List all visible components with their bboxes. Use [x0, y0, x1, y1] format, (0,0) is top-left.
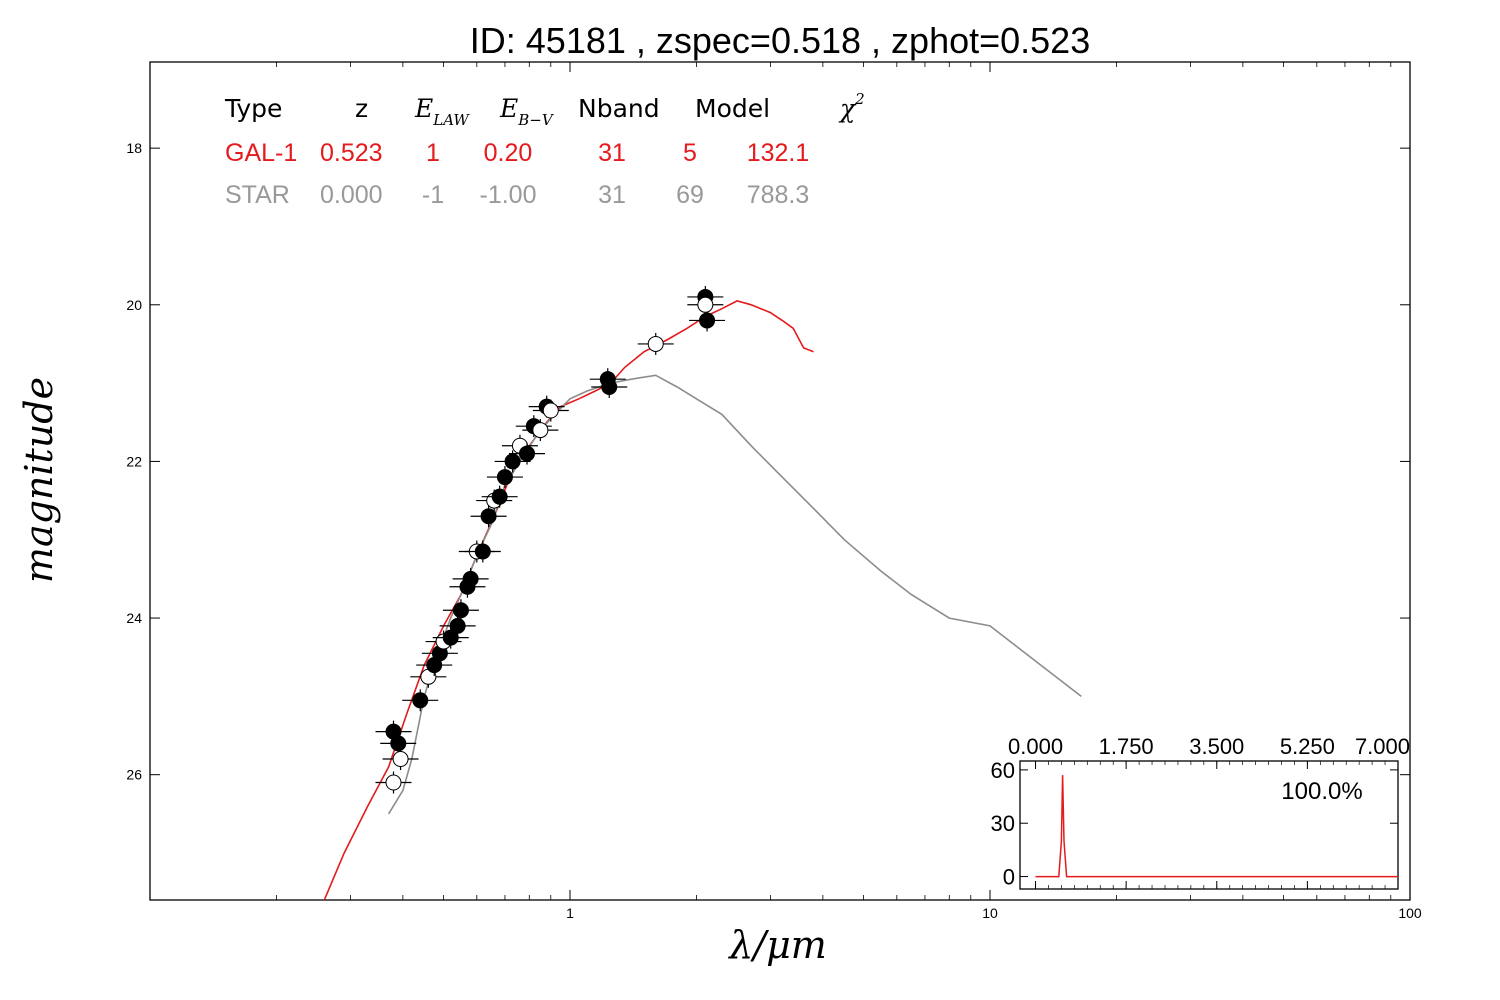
- inset-x-tick-label: 5.250: [1280, 734, 1335, 759]
- x-tick-label: 10: [982, 905, 998, 921]
- photometry-point: [474, 543, 491, 560]
- table-cell-gal-2: 1: [426, 139, 440, 167]
- photometry-point: [504, 453, 521, 470]
- main-plot-frame: [149, 61, 1411, 901]
- header-elaw: ELAW: [414, 94, 470, 129]
- table-cell-star-5: 69: [676, 181, 704, 209]
- inset-y-tick-label: 30: [991, 811, 1015, 836]
- table-cell-star-1: 0.000: [320, 181, 383, 209]
- series-line-gal-1: [323, 300, 814, 901]
- photometry-point: [496, 469, 513, 486]
- table-cell-star-0: STAR: [225, 181, 290, 209]
- inset-x-tick-label: 1.750: [1099, 734, 1154, 759]
- photometry-point: [697, 296, 714, 313]
- table-cell-gal-0: GAL-1: [225, 139, 297, 167]
- photometry-point: [452, 602, 469, 619]
- table-cell-star-3: -1.00: [480, 181, 537, 209]
- inset-pdz-series: [1035, 775, 1398, 878]
- inset-y-tick-label: 0: [1003, 865, 1015, 890]
- table-rows: GAL-1 0.523 1 0.20 31 5 132.1 STAR 0.000 -1 -1.00 3…: [225, 139, 809, 209]
- photometry-point: [532, 422, 549, 439]
- inset-x-tick-label: 7.000: [1355, 734, 1410, 759]
- x-tick-label: 1: [566, 905, 574, 921]
- inset-axis-ticks: 0.000 1.750 3.500 5.250 7.000 0 30 60: [991, 734, 1410, 890]
- photometry-point: [390, 735, 407, 752]
- header-z: z: [355, 94, 368, 123]
- photometry-point: [412, 692, 429, 709]
- photometry-point: [542, 402, 559, 419]
- table-cell-gal-1: 0.523: [320, 139, 383, 167]
- fit-table: Type z ELAW EB−V Nband Model χ2 GAL-1 0.5…: [224, 90, 865, 209]
- table-cell-gal-6: 132.1: [747, 139, 810, 167]
- y-tick-label: 26: [126, 767, 142, 783]
- photometry-point: [449, 617, 466, 634]
- main-photometry-points: [375, 285, 726, 794]
- photometry-point: [519, 445, 536, 462]
- y-tick-label: 20: [126, 297, 142, 313]
- photometry-point: [647, 335, 664, 352]
- y-tick-label: 24: [126, 610, 142, 626]
- table-cell-star-4: 31: [598, 181, 626, 209]
- series-line-star: [387, 374, 1082, 815]
- table-cell-gal-5: 5: [683, 139, 697, 167]
- header-model: Model: [695, 94, 770, 123]
- photometry-point: [491, 488, 508, 505]
- main-series: [323, 300, 1082, 901]
- photometry-point: [462, 570, 479, 587]
- inset-x-tick-label: 0.000: [1008, 734, 1063, 759]
- x-axis-label: λ/μm: [727, 923, 827, 967]
- photometry-point: [442, 629, 459, 646]
- x-tick-label: 100: [1398, 905, 1422, 921]
- table-cell-star-6: 788.3: [747, 181, 810, 209]
- header-chi2: χ2: [838, 90, 865, 123]
- photometry-point: [480, 508, 497, 525]
- photometry-point: [601, 379, 618, 396]
- photometry-point: [392, 751, 409, 768]
- header-type: Type: [224, 94, 282, 123]
- inset-x-tick-label: 3.500: [1189, 734, 1244, 759]
- y-tick-label: 18: [126, 140, 142, 156]
- inset-y-tick-label: 60: [991, 758, 1015, 783]
- photometry-point: [385, 774, 402, 791]
- header-ebv: EB−V: [499, 94, 555, 129]
- inset-pdz-line: [1035, 775, 1398, 878]
- y-axis-label: magnitude: [17, 377, 61, 583]
- figure-title: ID: 45181 , zspec=0.518 , zphot=0.523: [470, 20, 1090, 61]
- table-cell-gal-4: 31: [598, 139, 626, 167]
- inset-plot-frame: [1019, 760, 1399, 890]
- inset-probability-label: 100.0%: [1281, 778, 1362, 805]
- table-cell-gal-3: 0.20: [484, 139, 533, 167]
- photometry-point: [699, 312, 716, 329]
- header-nband: Nband: [578, 94, 660, 123]
- table-cell-star-2: -1: [422, 181, 444, 209]
- y-tick-label: 22: [126, 453, 142, 469]
